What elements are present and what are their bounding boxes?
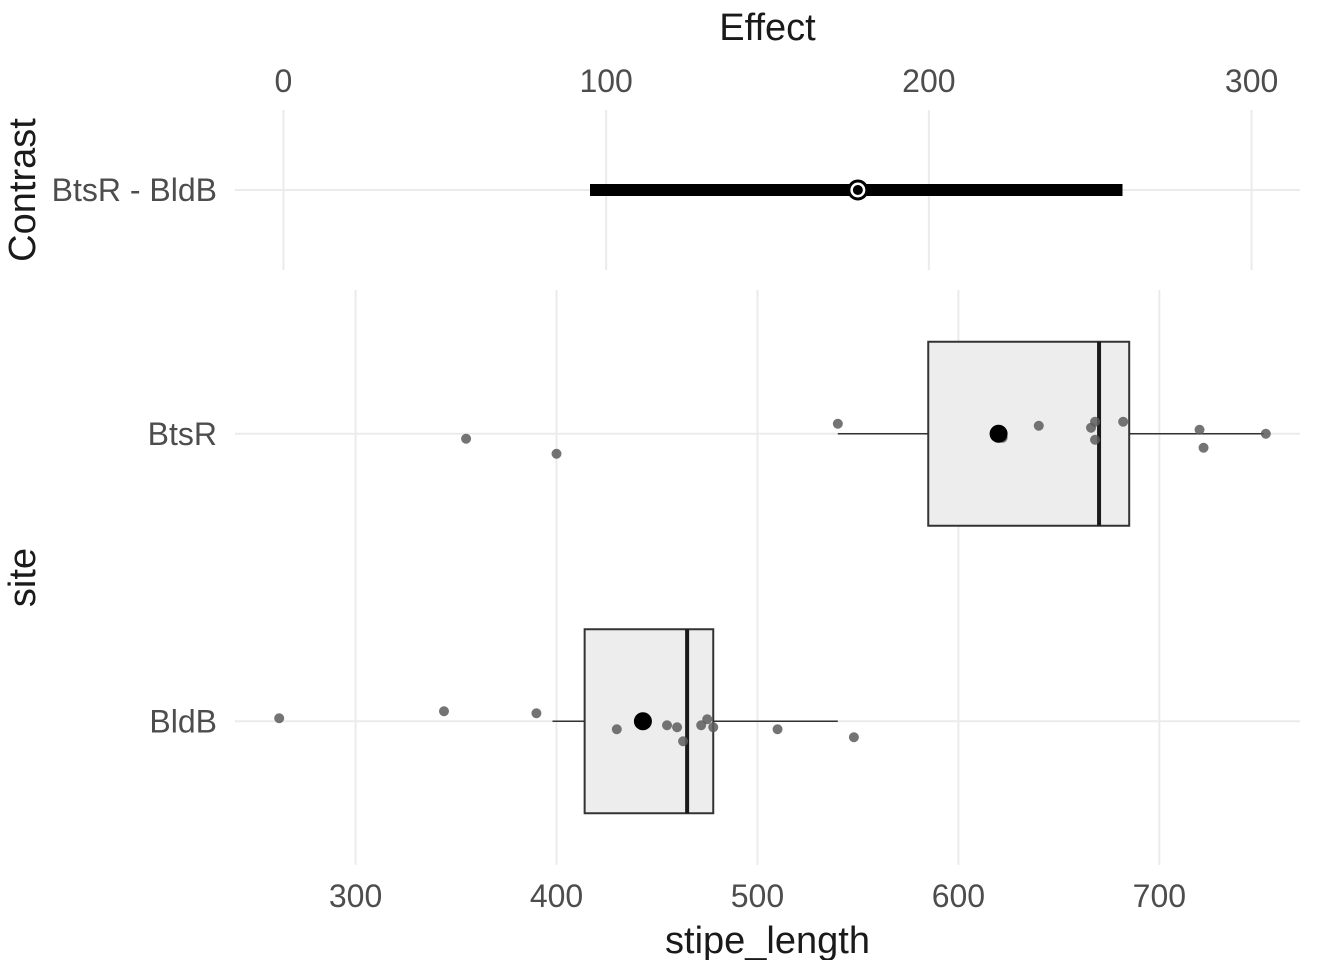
bottom-panel-bg bbox=[235, 290, 1300, 865]
jitter-point bbox=[552, 449, 562, 459]
jitter-point bbox=[702, 714, 712, 724]
bottom-axis-tick-label: 500 bbox=[731, 878, 784, 914]
top-axis-tick-label: 300 bbox=[1225, 63, 1278, 99]
chart-svg: 0 100 200 300 Effect ContrastBtsR - BldB BtsR B… bbox=[0, 0, 1344, 960]
jitter-point bbox=[531, 708, 541, 718]
jitter-point bbox=[274, 713, 284, 723]
bottom-axis-tick-label: 400 bbox=[530, 878, 583, 914]
jitter-point bbox=[461, 434, 471, 444]
top-axis-tick-label: 200 bbox=[902, 63, 955, 99]
jitter-point bbox=[1118, 417, 1128, 427]
bottom-axis-tick-label: 300 bbox=[329, 878, 382, 914]
site-axis-title: site bbox=[2, 548, 44, 607]
jitter-point bbox=[439, 706, 449, 716]
bottom-axis-tick-label: 700 bbox=[1133, 878, 1186, 914]
jitter-point bbox=[833, 419, 843, 429]
contrast-axis-title: Contrast bbox=[2, 118, 44, 262]
jitter-point bbox=[662, 720, 672, 730]
jitter-point bbox=[773, 724, 783, 734]
bottom-axis-title: stipe_length bbox=[665, 920, 870, 960]
effect-point-inner bbox=[853, 185, 863, 195]
top-axis-tick-label: 0 bbox=[275, 63, 293, 99]
chart-root: 0 100 200 300 Effect ContrastBtsR - BldB BtsR B… bbox=[0, 0, 1344, 960]
jitter-point bbox=[1199, 443, 1209, 453]
site-category-label: BtsR bbox=[148, 416, 217, 452]
jitter-point bbox=[1090, 417, 1100, 427]
jitter-point bbox=[1034, 421, 1044, 431]
jitter-point bbox=[672, 722, 682, 732]
bottom-axis-tick-label: 600 bbox=[932, 878, 985, 914]
mean-point bbox=[990, 425, 1008, 443]
jitter-point bbox=[1195, 425, 1205, 435]
jitter-point bbox=[708, 722, 718, 732]
contrast-category-label: BtsR - BldB bbox=[52, 172, 217, 208]
top-axis-title: Effect bbox=[719, 7, 816, 49]
site-category-label: BldB bbox=[149, 703, 217, 739]
jitter-point bbox=[612, 724, 622, 734]
jitter-point bbox=[1261, 429, 1271, 439]
top-axis-tick-label: 100 bbox=[579, 63, 632, 99]
jitter-point bbox=[1090, 435, 1100, 445]
jitter-point bbox=[849, 732, 859, 742]
jitter-point bbox=[678, 736, 688, 746]
mean-point bbox=[634, 712, 652, 730]
